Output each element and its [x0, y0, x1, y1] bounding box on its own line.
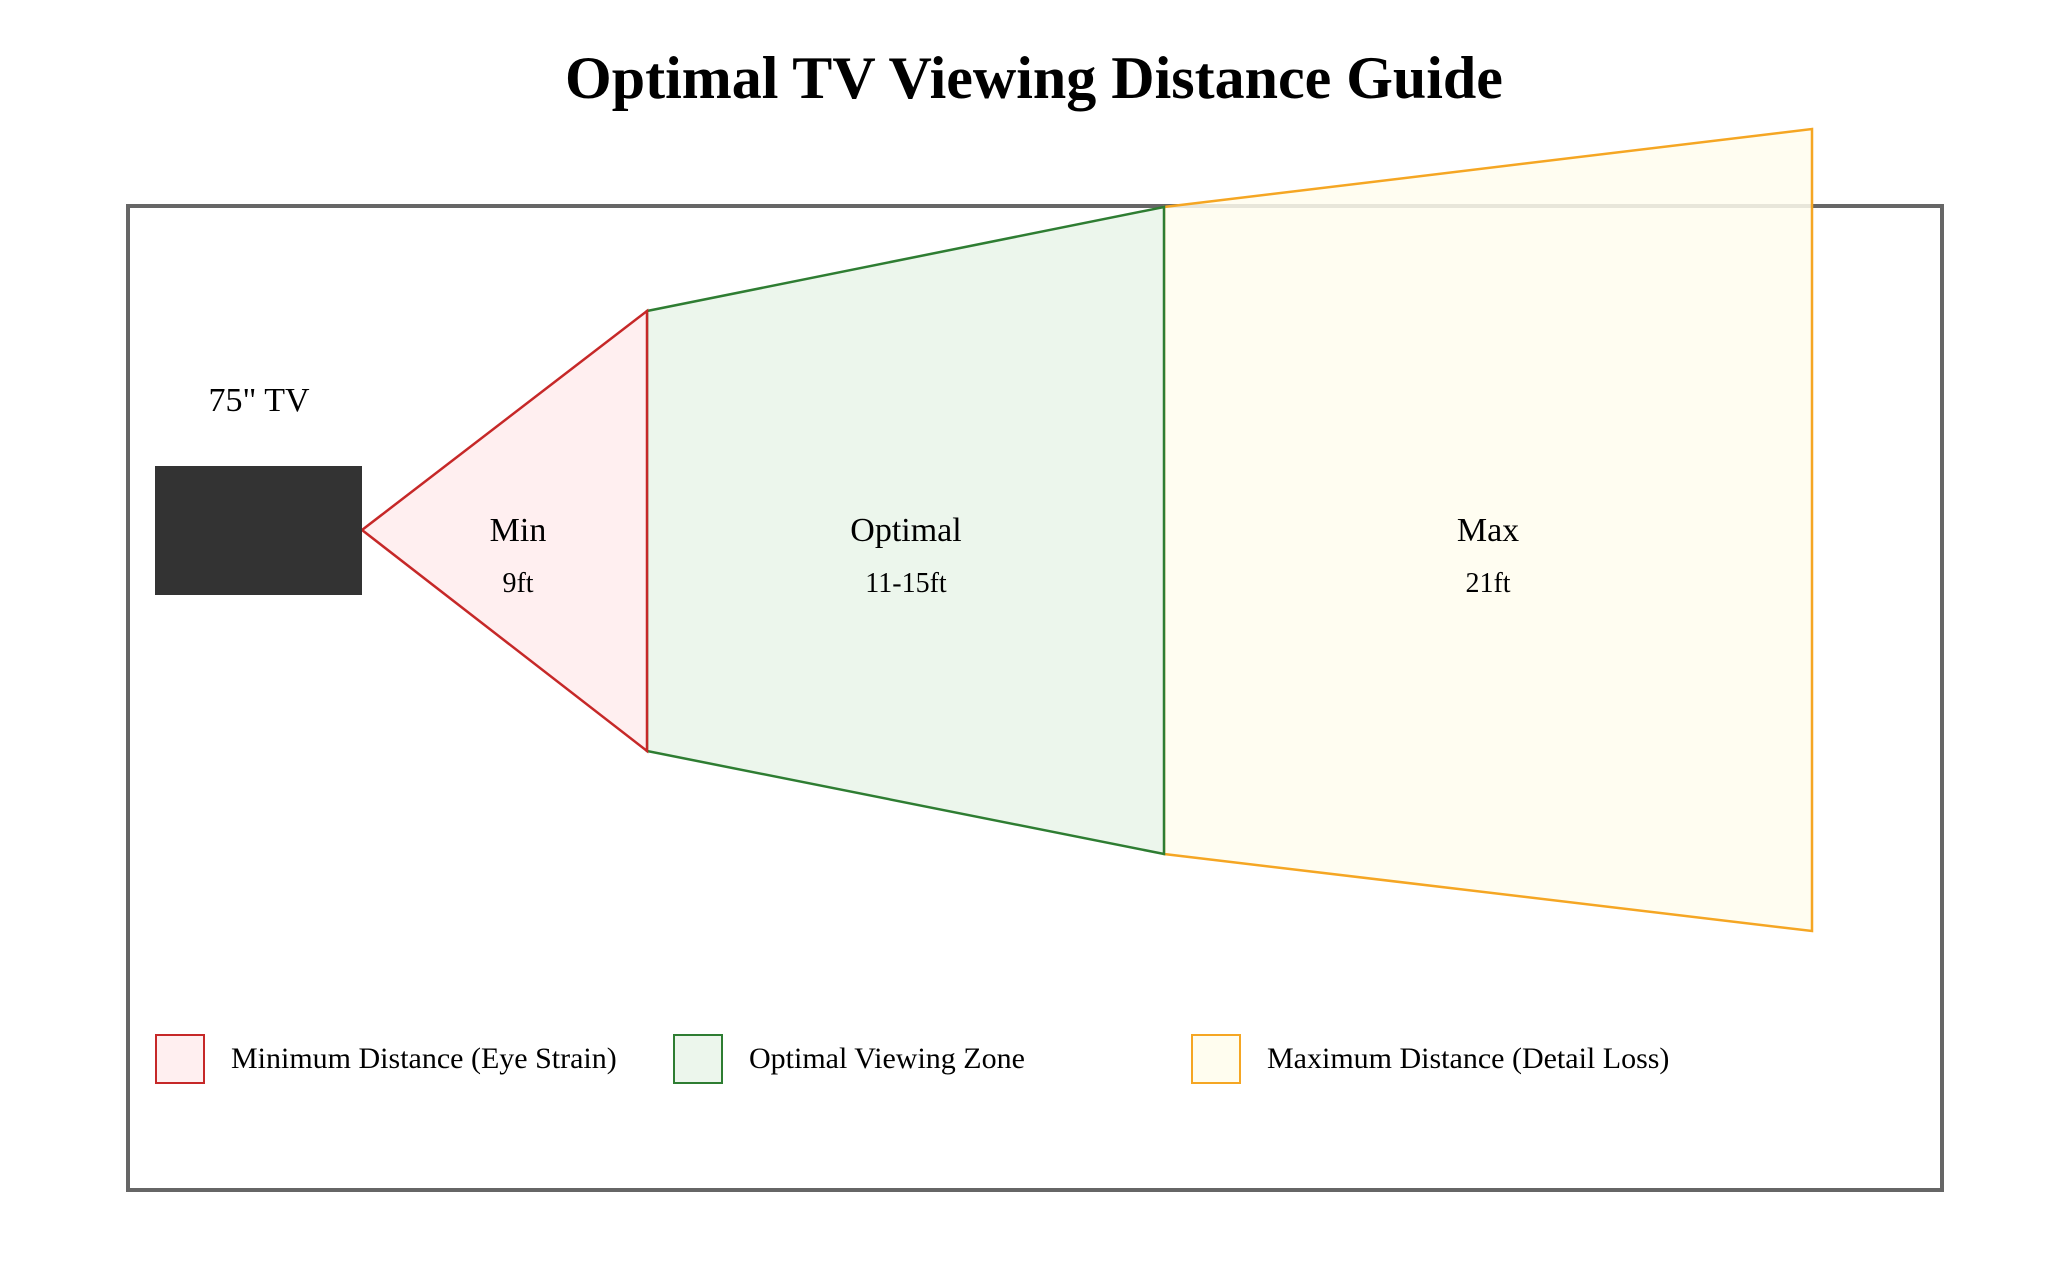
legend-label-min: Minimum Distance (Eye Strain): [231, 1042, 617, 1075]
max-zone-value: 21ft: [1465, 568, 1511, 599]
page-title: Optimal TV Viewing Distance Guide: [565, 45, 1503, 111]
min-zone-shape: [359, 308, 649, 754]
legend-label-max: Maximum Distance (Detail Loss): [1267, 1042, 1670, 1075]
legend-swatch-min: [155, 1034, 205, 1084]
min-zone-label: Min: [489, 512, 547, 549]
min-zone-value: 9ft: [502, 568, 534, 599]
tv-shape: [155, 466, 362, 595]
legend-label-optimal: Optimal Viewing Zone: [749, 1042, 1025, 1075]
tv-label: 75" TV: [208, 382, 310, 419]
optimal-zone-value: 11-15ft: [865, 568, 947, 599]
legend-item-optimal: Optimal Viewing Zone: [673, 1034, 1025, 1084]
legend-swatch-max: [1191, 1034, 1241, 1084]
max-zone-label: Max: [1456, 512, 1520, 549]
legend-item-max: Maximum Distance (Detail Loss): [1191, 1034, 1669, 1084]
optimal-zone-label: Optimal: [850, 512, 962, 549]
legend-item-min: Minimum Distance (Eye Strain): [155, 1034, 617, 1084]
legend-swatch-optimal: [673, 1034, 723, 1084]
room-outline: [126, 204, 1944, 1192]
